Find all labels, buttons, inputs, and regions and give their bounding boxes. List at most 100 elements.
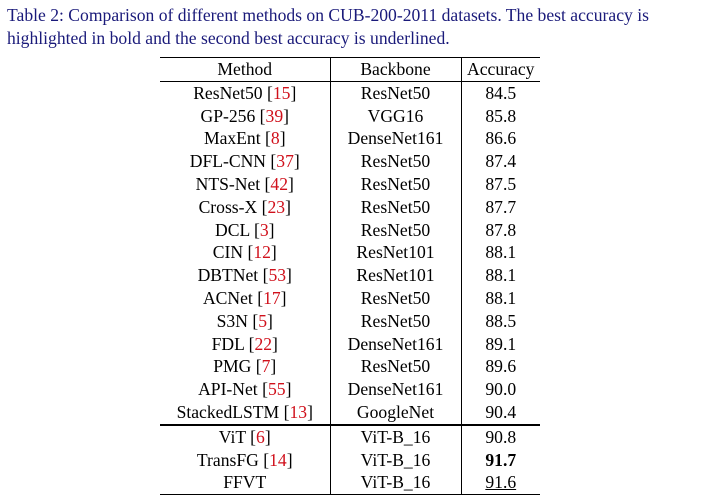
cell-backbone: ResNet50 xyxy=(330,172,462,196)
accuracy-value: 89.1 xyxy=(485,333,517,354)
citation-link[interactable]: 42 xyxy=(270,173,288,194)
cell-accuracy: 87.8 xyxy=(461,219,540,242)
citation-link[interactable]: 7 xyxy=(261,356,271,377)
accuracy-value: 87.5 xyxy=(485,173,517,194)
cell-backbone: VGG16 xyxy=(330,104,462,128)
caption-line-2: highlighted in bold and the second best … xyxy=(7,28,450,48)
table-row: GP-256 [39] VGG16 85.8 xyxy=(160,104,540,128)
accuracy-value: 86.6 xyxy=(485,128,517,149)
citation-link[interactable]: 53 xyxy=(268,265,287,286)
method-name: MaxEnt xyxy=(203,128,261,149)
cell-method: ACNet [17] xyxy=(160,286,331,310)
cell-method: DCL [3] xyxy=(160,218,331,242)
cell-accuracy: 84.5 xyxy=(461,81,540,104)
accuracy-value: 87.4 xyxy=(485,151,517,172)
cell-method: FFVT xyxy=(160,471,331,496)
cell-method: NTS-Net [42] xyxy=(160,172,331,196)
cell-accuracy: 91.6 xyxy=(461,471,540,496)
cell-accuracy: 90.0 xyxy=(461,378,540,401)
cell-method: StackedLSTM [13] xyxy=(160,400,331,425)
cell-accuracy: 88.1 xyxy=(461,264,540,287)
table-row: S3N [5] ResNet50 88.5 xyxy=(160,309,540,333)
table-row: ViT [6] ViT-B_16 90.8 xyxy=(160,423,540,449)
method-name: CIN xyxy=(212,242,244,263)
cell-method: PMG [7] xyxy=(160,355,331,379)
citation-link[interactable]: 15 xyxy=(272,82,291,103)
cell-backbone: ViT-B_16 xyxy=(330,423,462,449)
citation-link[interactable]: 17 xyxy=(263,287,281,308)
cell-backbone: ViT-B_16 xyxy=(330,448,462,472)
table-header-row: Method Backbone Accuracy xyxy=(160,57,540,82)
citation-link[interactable]: 3 xyxy=(259,219,269,240)
caption-line-1: Table 2: Comparison of different methods… xyxy=(7,5,649,25)
method-name: ViT xyxy=(218,426,246,447)
method-name: TransFG xyxy=(196,449,259,470)
cell-accuracy: 86.6 xyxy=(461,127,540,150)
accuracy-value: 84.5 xyxy=(485,82,517,103)
method-name: Cross-X xyxy=(198,196,258,217)
accuracy-value: 88.1 xyxy=(485,265,517,286)
cell-method: API-Net [55] xyxy=(160,378,331,401)
method-name: NTS-Net xyxy=(195,173,261,194)
table-row: StackedLSTM [13] GoogleNet 90.4 xyxy=(160,400,540,425)
citation-link[interactable]: 39 xyxy=(265,105,284,126)
citation-link[interactable]: 8 xyxy=(270,128,280,149)
accuracy-value: 90.8 xyxy=(485,426,517,447)
table-row: Cross-X [23] ResNet50 87.7 xyxy=(160,195,540,219)
accuracy-value: 85.8 xyxy=(485,105,517,126)
citation-link[interactable]: 12 xyxy=(253,242,271,263)
header-method: Method xyxy=(160,57,331,82)
citation-link[interactable]: 37 xyxy=(276,151,294,172)
table-caption: Table 2: Comparison of different methods… xyxy=(7,4,707,50)
results-table: Method Backbone Accuracy ResNet50 [15] Re… xyxy=(160,57,540,496)
cell-accuracy: 88.1 xyxy=(461,241,540,264)
cell-backbone: ResNet50 xyxy=(330,150,462,173)
cell-method: GP-256 [39] xyxy=(160,104,331,128)
accuracy-value: 90.4 xyxy=(485,401,517,422)
method-name: DCL xyxy=(215,219,250,240)
table-row: FDL [22] DenseNet161 89.1 xyxy=(160,332,540,356)
accuracy-value: 88.5 xyxy=(485,310,517,331)
cell-method: DFL-CNN [37] xyxy=(160,150,331,173)
citation-link[interactable]: 14 xyxy=(269,449,287,470)
header-accuracy: Accuracy xyxy=(461,57,540,82)
method-name: ACNet xyxy=(202,287,253,308)
table-row: ResNet50 [15] ResNet50 84.5 xyxy=(160,81,540,105)
citation-link[interactable]: 5 xyxy=(258,310,267,331)
cell-backbone: ResNet50 xyxy=(330,218,462,242)
table-row: TransFG [14] ViT-B_16 91.7 xyxy=(160,448,540,472)
cell-accuracy: 87.5 xyxy=(461,173,540,196)
cell-backbone: ResNet50 xyxy=(330,355,462,379)
method-name: ResNet50 xyxy=(193,82,263,103)
table-row: PMG [7] ResNet50 89.6 xyxy=(160,355,540,379)
method-name: GP-256 xyxy=(200,105,256,126)
method-name: DFL-CNN xyxy=(189,151,267,172)
table-row: DFL-CNN [37] ResNet50 87.4 xyxy=(160,150,540,173)
citation-link[interactable]: 23 xyxy=(267,196,286,217)
citation-link[interactable]: 13 xyxy=(289,401,308,422)
citation-link[interactable]: 22 xyxy=(254,333,273,354)
cell-accuracy: 87.4 xyxy=(461,150,540,173)
cell-accuracy: 88.1 xyxy=(461,287,540,310)
accuracy-value: 90.0 xyxy=(485,379,517,400)
cell-backbone: ResNet50 xyxy=(330,81,462,105)
cell-backbone: ResNet50 xyxy=(330,309,462,333)
cell-method: ViT [6] xyxy=(160,423,331,449)
cell-accuracy: 89.6 xyxy=(461,355,540,378)
table-row: MaxEnt [8] DenseNet161 86.6 xyxy=(160,127,540,151)
header-backbone: Backbone xyxy=(330,57,462,82)
table-body: ResNet50 [15] ResNet50 84.5 GP-256 [39] VGG1… xyxy=(160,81,540,496)
citation-link[interactable]: 55 xyxy=(267,379,286,400)
cell-method: MaxEnt [8] xyxy=(160,127,331,151)
cell-method: ResNet50 [15] xyxy=(160,81,331,105)
table-row: DCL [3] ResNet50 87.8 xyxy=(160,218,540,242)
cell-backbone: GoogleNet xyxy=(330,400,462,425)
cell-accuracy: 90.4 xyxy=(461,401,540,425)
cell-method: DBTNet [53] xyxy=(160,264,331,287)
table-row: DBTNet [53] ResNet101 88.1 xyxy=(160,264,540,287)
method-name: API-Net xyxy=(198,379,258,400)
accuracy-value: 89.6 xyxy=(485,356,517,377)
method-name: StackedLSTM xyxy=(176,401,280,422)
citation-link[interactable]: 6 xyxy=(256,426,265,447)
table-row: CIN [12] ResNet101 88.1 xyxy=(160,241,540,265)
